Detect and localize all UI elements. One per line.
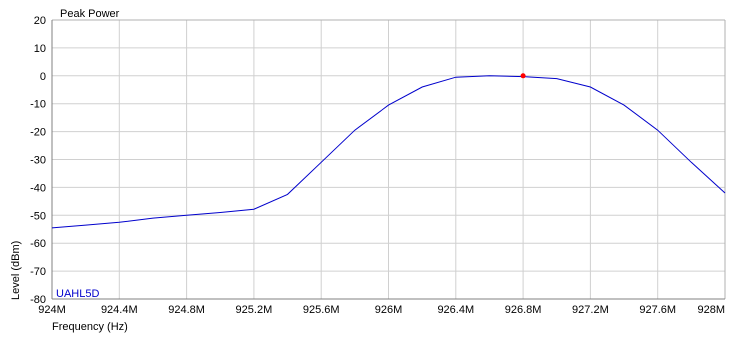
- x-axis-label: Frequency (Hz): [52, 321, 128, 333]
- y-tick-label: -20: [30, 127, 46, 139]
- x-tick-label: 925.6M: [303, 304, 340, 316]
- y-tick-label: -50: [30, 210, 46, 222]
- x-tick-label: 926.8M: [505, 304, 542, 316]
- x-tick-label: 927.6M: [639, 304, 676, 316]
- y-tick-label: 0: [40, 71, 46, 83]
- grid: [52, 20, 725, 299]
- x-tick-label: 925.2M: [236, 304, 273, 316]
- y-tick-label: 20: [34, 15, 46, 27]
- y-tick-label: -40: [30, 182, 46, 194]
- x-tick-label: 924.4M: [101, 304, 138, 316]
- series-label: UAHL5D: [56, 288, 99, 300]
- y-tick-label: -60: [30, 238, 46, 250]
- x-tick-label: 926M: [375, 304, 403, 316]
- x-tick-label: 926.4M: [437, 304, 474, 316]
- peak-marker: [521, 73, 526, 78]
- y-tick-label: -80: [30, 294, 46, 306]
- chart-title: Peak Power: [60, 8, 120, 20]
- y-tick-label: -70: [30, 266, 46, 278]
- y-axis-label: Level (dBm): [10, 241, 22, 300]
- y-tick-label: -10: [30, 99, 46, 111]
- y-tick-label: -30: [30, 155, 46, 167]
- x-tick-label: 924.8M: [168, 304, 205, 316]
- x-tick-label: 928M: [697, 304, 725, 316]
- y-tick-label: 10: [34, 43, 46, 55]
- x-tick-label: 927.2M: [572, 304, 609, 316]
